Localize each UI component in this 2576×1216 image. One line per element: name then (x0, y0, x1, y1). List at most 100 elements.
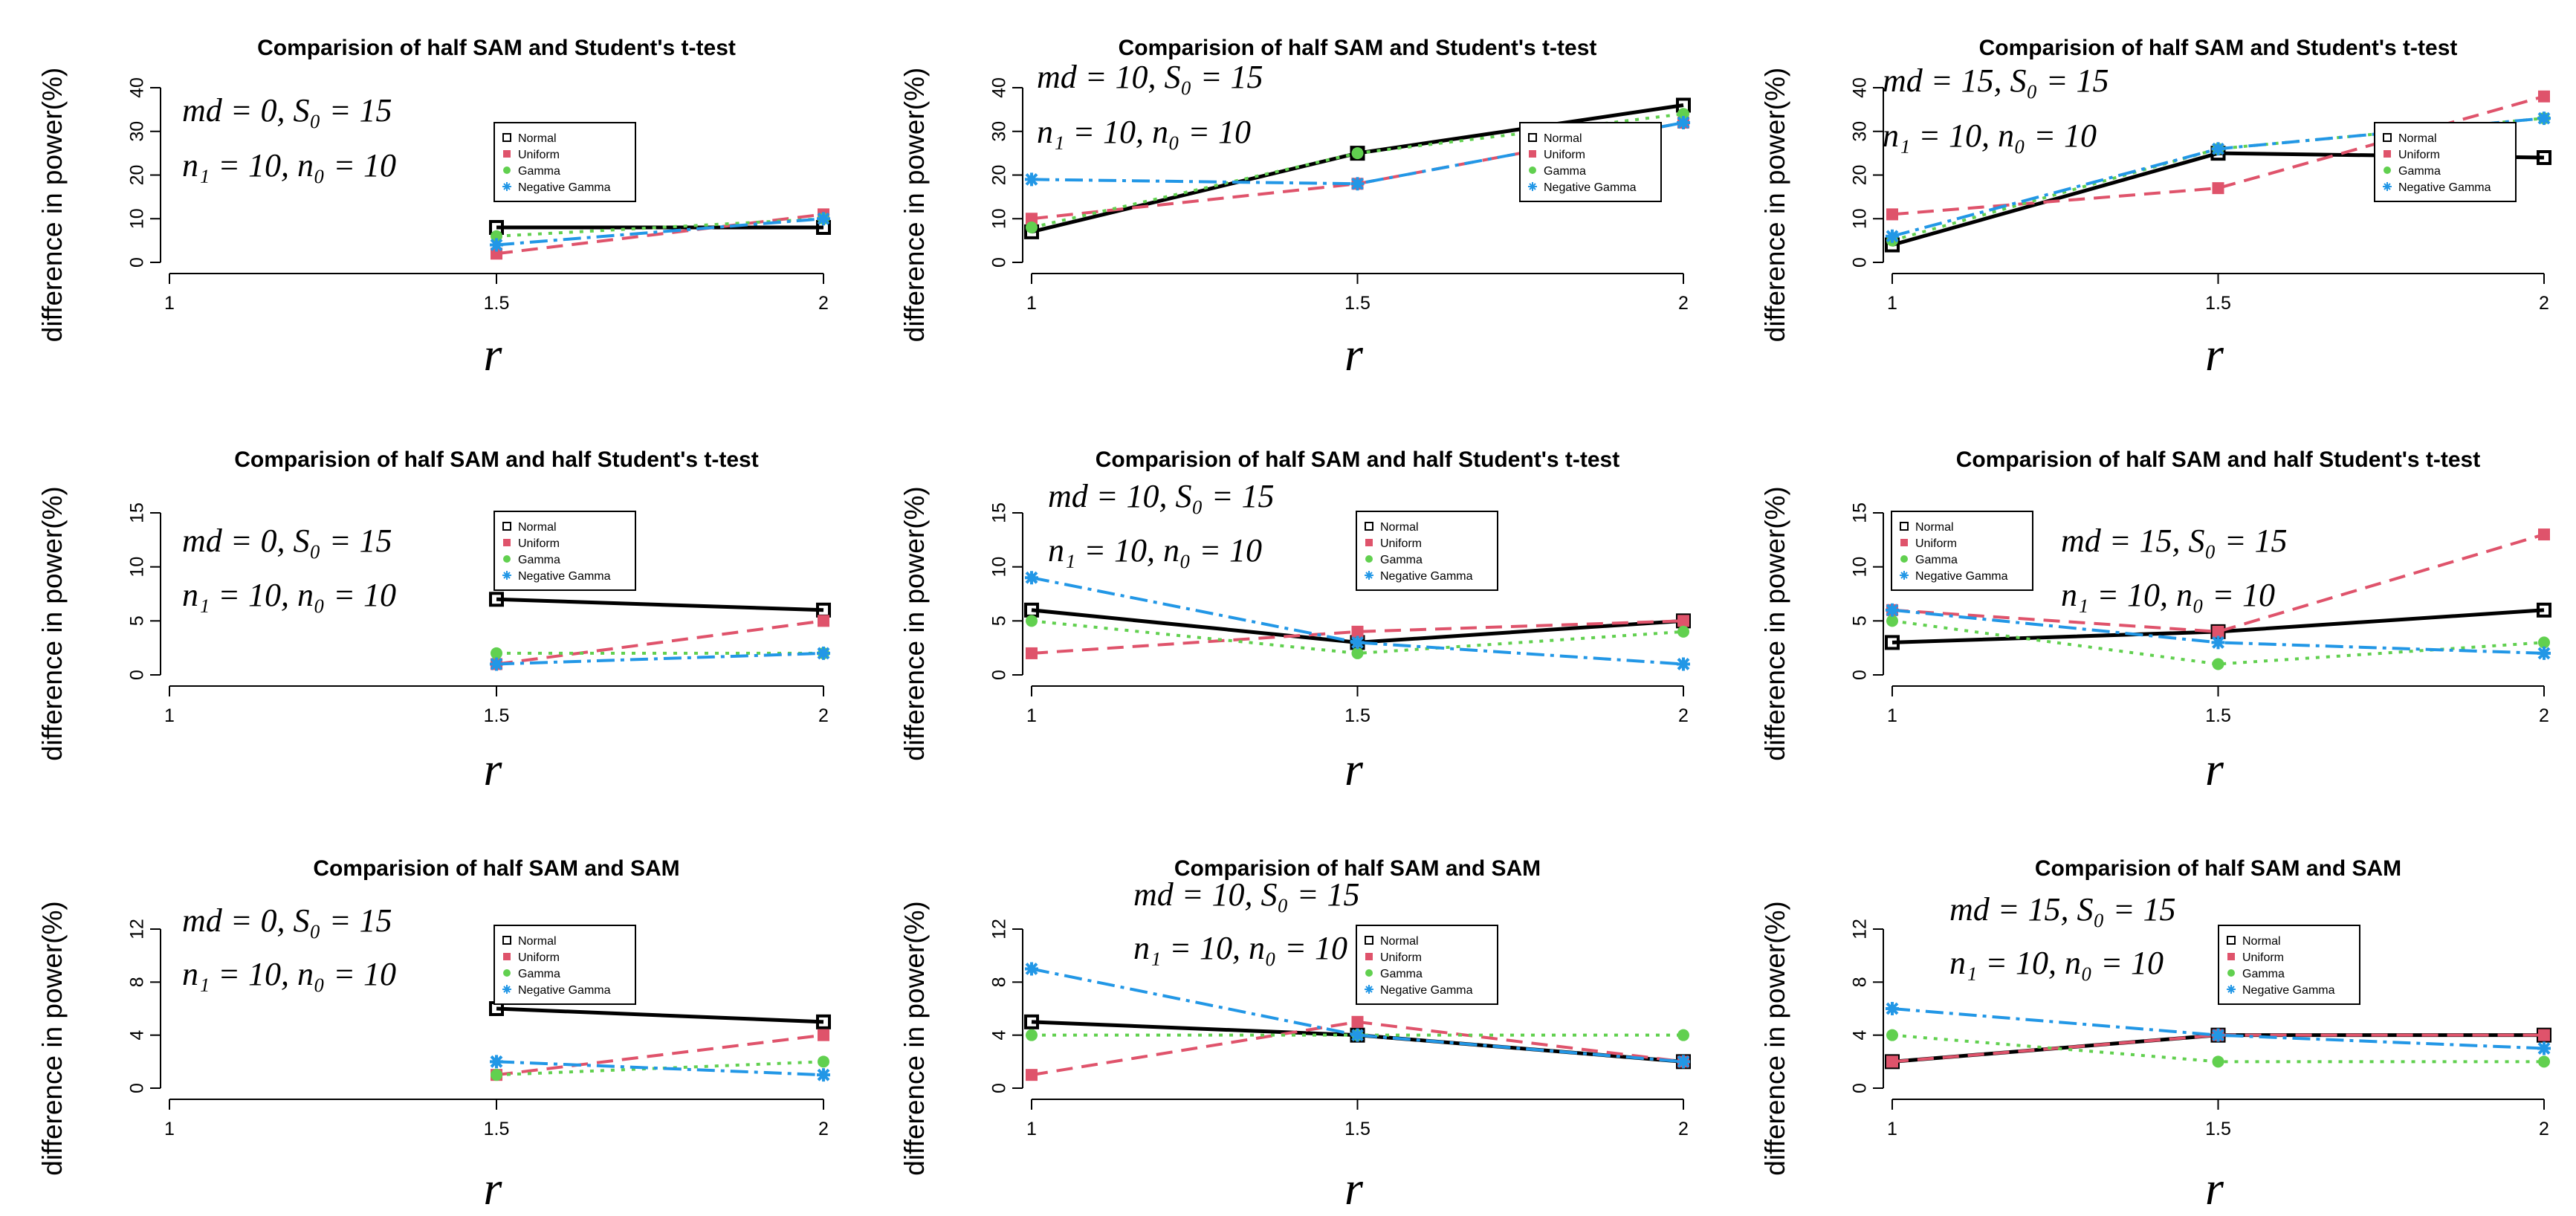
point-marker-normal (2537, 602, 2551, 618)
point-marker-gamma (491, 647, 502, 659)
y-tick-label: 8 (989, 977, 1010, 987)
series-line-uniform (1891, 533, 2545, 633)
y-tick-label: 0 (1850, 1083, 1871, 1093)
legend-key-normal (502, 133, 511, 142)
legend-label: Negative Gamma (1380, 984, 1473, 997)
x-tick-label: 1.5 (1344, 1119, 1370, 1139)
legend-key-negative-gamma (502, 182, 511, 191)
legend-key-uniform (1900, 539, 1908, 546)
chart-panel: Comparision of half SAM and SAM 0 4 8 12 1 1.5… (37, 856, 831, 1215)
legend-key-gamma (2227, 969, 2235, 977)
y-tick-label: 10 (989, 557, 1010, 578)
parameter-annotation: md = 10, S₀ = 15 (1037, 59, 1263, 95)
legend-key-uniform (1365, 539, 1373, 546)
point-marker-uniform (2212, 182, 2224, 195)
point-marker-uniform (1677, 615, 1689, 627)
point-marker-negative-gamma (2211, 142, 2225, 156)
chart-panel: Comparision of half SAM and Student's t-… (1760, 36, 2551, 381)
x-tick-label: 2 (2539, 705, 2549, 726)
legend-label: Uniform (2398, 149, 2440, 161)
point-marker-uniform (2212, 625, 2224, 638)
sample-size-annotation: n₁ = 10, n₀ = 10 (182, 577, 396, 613)
sample-size-annotation: n₁ = 10, n₀ = 10 (2061, 577, 2275, 613)
legend-label: Gamma (518, 165, 560, 178)
legend: Normal Uniform Gamma Negative Gamma (1356, 511, 1498, 591)
chart-panel: Comparision of half SAM and half Student… (1760, 447, 2551, 795)
chart-title: Comparision of half SAM and half Student… (1096, 447, 1619, 472)
x-tick-label: 2 (2539, 1119, 2549, 1139)
legend-label: Normal (518, 935, 557, 948)
point-marker-negative-gamma (817, 1068, 830, 1082)
point-marker-uniform (1886, 208, 1898, 221)
legend-label: Uniform (1380, 537, 1422, 550)
legend-key-normal (1528, 133, 1537, 142)
legend-label: Uniform (518, 951, 560, 964)
point-marker-gamma (1886, 615, 1898, 627)
series-line-uniform (496, 619, 824, 666)
point-marker-negative-gamma (817, 212, 830, 226)
point-marker-negative-gamma (2537, 1041, 2551, 1055)
legend: Normal Uniform Gamma Negative Gamma (2374, 122, 2517, 202)
series-line-gamma (496, 1060, 824, 1077)
legend: Normal Uniform Gamma Negative Gamma (1891, 511, 2033, 591)
parameter-annotation: md = 0, S₀ = 15 (182, 92, 392, 129)
x-axis-label: r (484, 743, 503, 795)
y-axis-label: difference in power(%) (899, 68, 930, 343)
x-tick-label: 1.5 (484, 1119, 510, 1139)
y-tick-label: 0 (989, 1083, 1010, 1093)
parameter-annotation: md = 0, S₀ = 15 (182, 523, 392, 559)
legend-key-normal (2383, 133, 2392, 142)
y-axis-label: difference in power(%) (899, 486, 930, 761)
legend-box (493, 122, 636, 202)
y-tick-label: 30 (127, 121, 148, 142)
y-axis-label: difference in power(%) (1760, 901, 1790, 1176)
legend-key-gamma (1900, 555, 1908, 563)
y-tick-label: 10 (127, 208, 148, 229)
legend-label: Uniform (518, 537, 560, 550)
x-tick-label: 1.5 (484, 293, 510, 314)
x-tick-label: 2 (1678, 705, 1689, 726)
legend-key-negative-gamma (2227, 985, 2236, 994)
sample-size-annotation: n₁ = 10, n₀ = 10 (1037, 114, 1251, 150)
legend-box (1356, 511, 1498, 591)
legend-label: Uniform (1544, 149, 1585, 161)
x-tick-label: 1 (1026, 705, 1037, 726)
x-axis-label: r (484, 1162, 503, 1215)
chart-title: Comparision of half SAM and SAM (1174, 856, 1541, 881)
point-marker-negative-gamma (2211, 636, 2225, 650)
y-axis-label: difference in power(%) (1760, 486, 1790, 761)
x-tick-label: 2 (818, 705, 829, 726)
sample-size-annotation: n₁ = 10, n₀ = 10 (182, 956, 396, 992)
point-marker-negative-gamma (1886, 603, 1899, 617)
point-marker-negative-gamma (1677, 657, 1690, 671)
legend-label: Gamma (2242, 968, 2285, 980)
y-tick-label: 8 (127, 977, 148, 987)
point-marker-normal (1024, 1014, 1039, 1029)
y-tick-label: 0 (127, 257, 148, 268)
legend-box (493, 511, 636, 591)
legend-key-normal (1900, 522, 1909, 531)
point-marker-uniform (1026, 1069, 1038, 1081)
y-tick-label: 12 (127, 919, 148, 940)
legend-key-uniform (2227, 953, 2235, 960)
y-tick-label: 4 (127, 1030, 148, 1041)
y-tick-label: 10 (989, 208, 1010, 229)
y-tick-label: 15 (989, 502, 1010, 523)
series-line-negative-gamma (1031, 967, 1684, 1064)
series-line-negative-gamma (496, 1060, 824, 1077)
parameter-annotation: md = 0, S₀ = 15 (182, 902, 392, 939)
series-line-negative-gamma (496, 217, 824, 247)
parameter-annotation: md = 15, S₀ = 15 (1883, 62, 2109, 99)
legend-label: Normal (518, 132, 557, 145)
y-axis-label: difference in power(%) (37, 68, 68, 343)
legend-key-gamma (1529, 166, 1536, 174)
chart-title: Comparision of half SAM and SAM (313, 856, 679, 881)
legend-key-normal (2227, 936, 2236, 945)
legend-key-uniform (503, 539, 511, 546)
y-tick-label: 20 (127, 165, 148, 186)
legend-key-uniform (1365, 953, 1373, 960)
point-marker-negative-gamma (817, 646, 830, 660)
legend-box (2218, 925, 2360, 1005)
point-marker-uniform (818, 615, 829, 627)
parameter-annotation: md = 10, S₀ = 15 (1133, 876, 1359, 913)
